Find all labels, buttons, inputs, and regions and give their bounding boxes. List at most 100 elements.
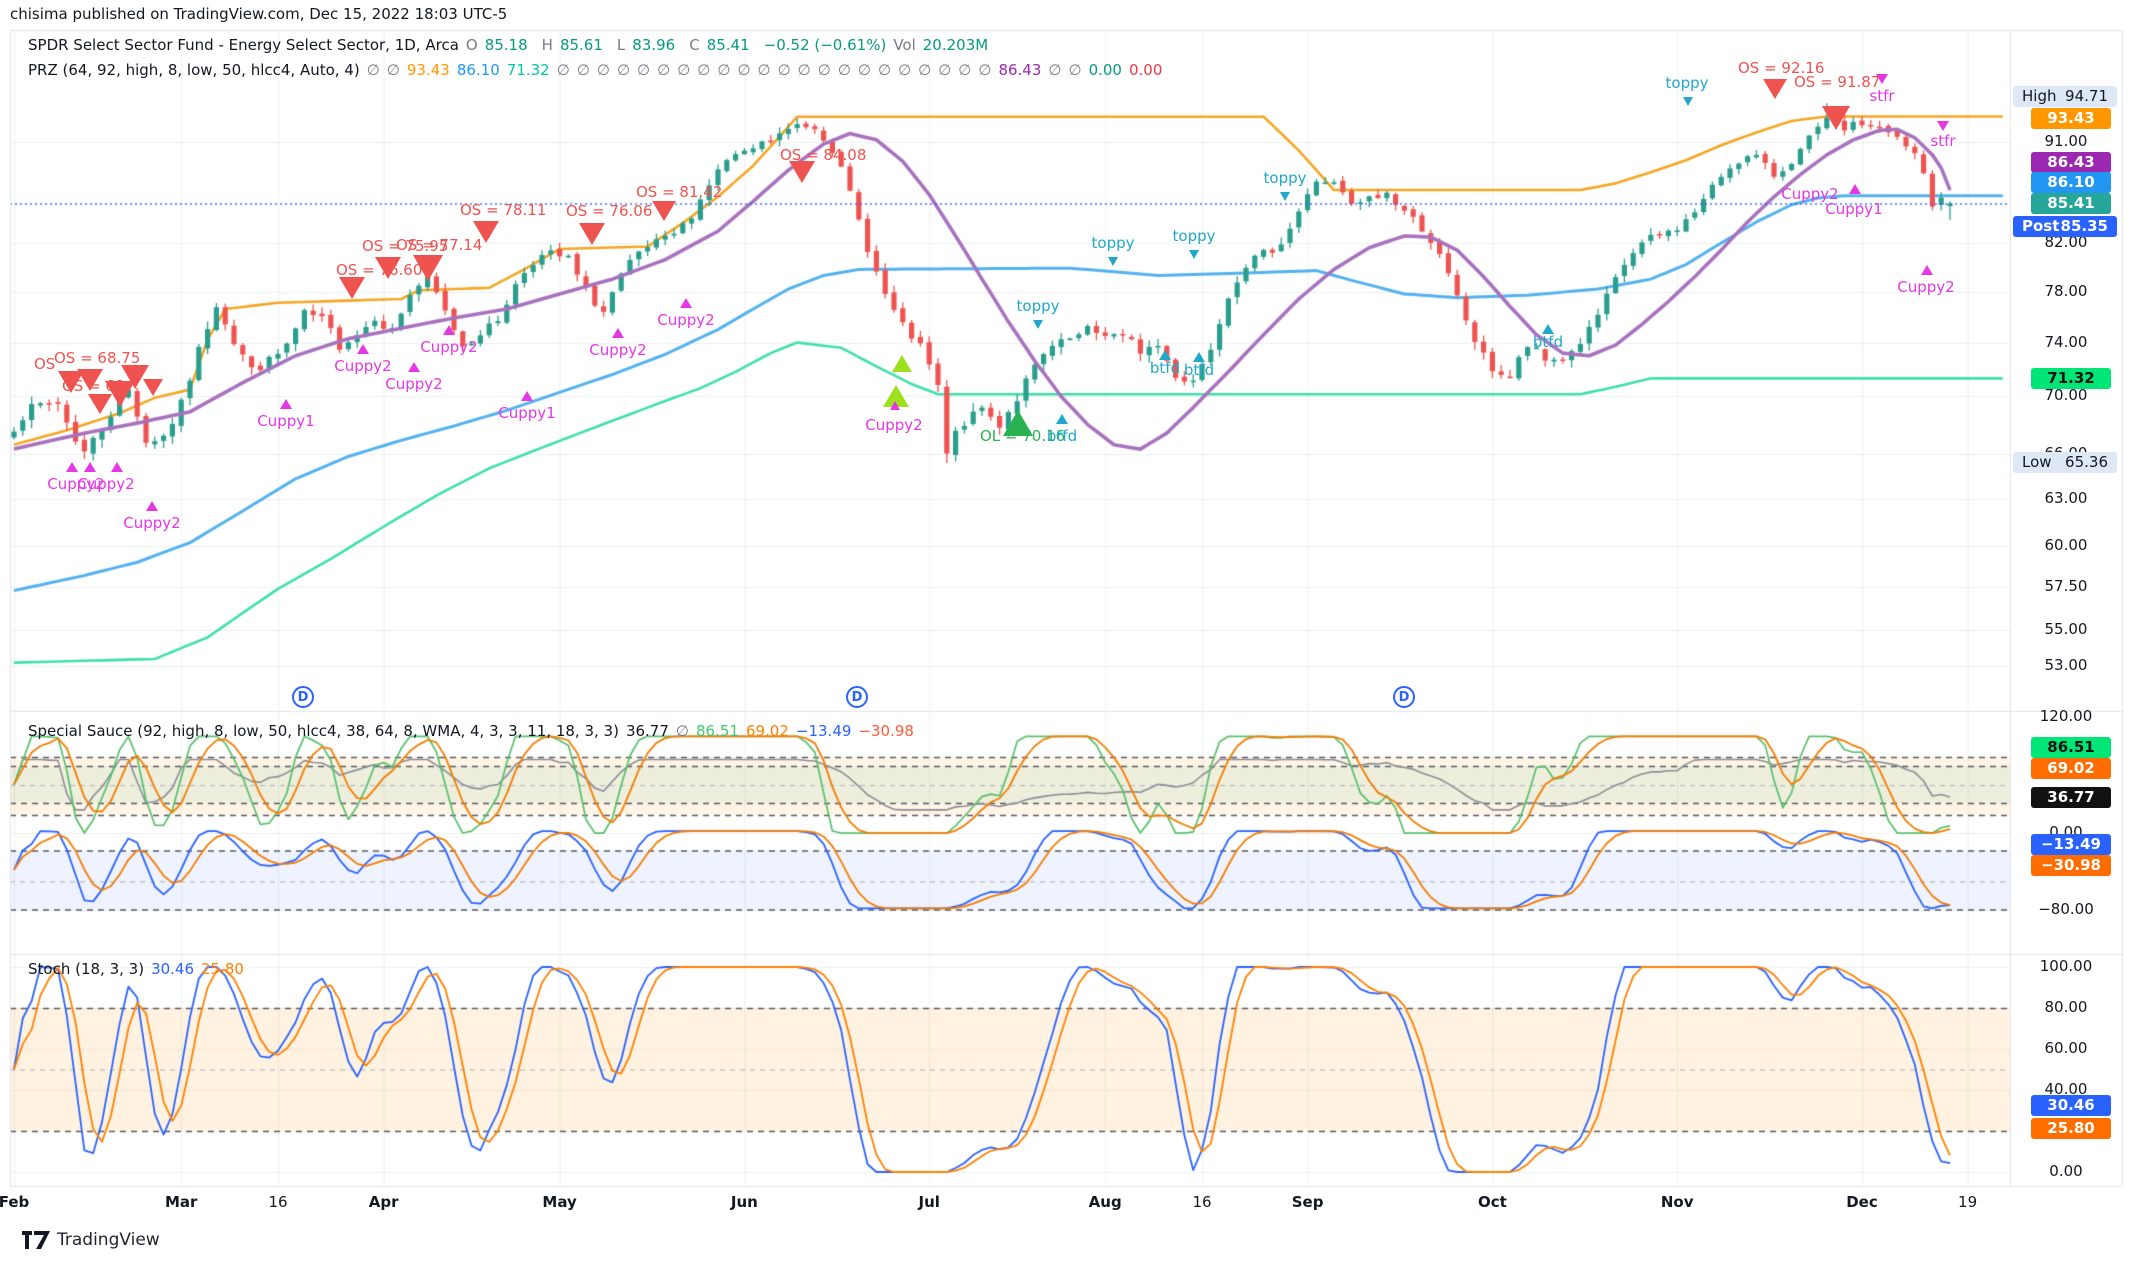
stfr-label: stfr [1930, 132, 1956, 150]
cuppy2-label: Cuppy2 [420, 338, 478, 356]
toppy-label: toppy [1665, 74, 1709, 92]
cuppy2-label: Cuppy2 [589, 341, 647, 359]
tradingview-logo-text: TradingView [57, 1230, 160, 1250]
prz-empty-value: ∅ [898, 61, 912, 79]
price-badge: 71.32 [2031, 367, 2111, 389]
price-tick: 74.00 [2044, 332, 2088, 351]
price-tick: 91.00 [2044, 132, 2088, 150]
os-signal-label: OS [34, 355, 56, 373]
time-tick-oct: Oct [1477, 1193, 1507, 1211]
prz-empty-value: ∅ [576, 61, 590, 79]
time-tick-aug: Aug [1088, 1193, 1122, 1211]
down-triangle-marker [413, 255, 443, 281]
prz-empty-value: ∅ [616, 61, 631, 79]
ohlc-c-value: C 85.41 [689, 36, 750, 54]
down-triangle-marker [1763, 79, 1787, 99]
down-triangle-marker [1682, 97, 1693, 106]
change-value: −0.52 (−0.61%) [763, 36, 887, 54]
cuppy2-label: Cuppy2 [865, 416, 923, 434]
pane3-tick: 60.00 [2044, 1039, 2088, 1057]
down-triangle-marker [77, 369, 103, 391]
up-triangle-marker [66, 462, 78, 472]
down-triangle-marker [579, 223, 605, 245]
os-signal-label: OS = 76.06 [566, 202, 653, 220]
prz-empty-value: ∅ [697, 61, 711, 79]
price-tick: 53.00 [2044, 656, 2088, 675]
toppy-label: toppy [1263, 169, 1307, 187]
price-tick: 82.00 [2044, 233, 2088, 251]
prz-empty-value: ∅ [918, 61, 932, 79]
up-triangle-marker [1542, 324, 1554, 334]
price-tick: 78.00 [2044, 281, 2088, 300]
time-tick-may: May [542, 1193, 577, 1211]
symbol-legend[interactable]: SPDR Select Sector Fund - Energy Select … [28, 36, 1002, 54]
prz-value: 0.00 [1128, 61, 1163, 79]
down-triangle-marker [1279, 192, 1290, 201]
symbol-title: SPDR Select Sector Fund - Energy Select … [28, 36, 459, 54]
stoch-value: 30.46 [151, 960, 195, 978]
prz-empty-value: ∅ [737, 61, 751, 79]
os-signal-label: OS = 78.11 [460, 201, 547, 219]
price-badge: −30.98 [2031, 855, 2111, 877]
prz-empty-value: ∅ [817, 61, 831, 79]
down-triangle-marker [1937, 121, 1949, 131]
prz-value: ∅ [386, 61, 400, 79]
cuppy2-label: Cuppy2 [123, 514, 181, 532]
down-triangle-marker [143, 379, 163, 396]
prz-legend[interactable]: PRZ (64, 92, high, 8, low, 50, hlcc4, Au… [28, 61, 1176, 79]
ohlc-l-value: L 83.96 [616, 36, 676, 54]
prz-value: ∅ [366, 61, 380, 79]
down-triangle-marker [1876, 74, 1888, 84]
time-tick-mar: Mar [164, 1193, 198, 1211]
stfr-label: stfr [1869, 87, 1895, 105]
price-badge: 86.43 [2031, 152, 2111, 174]
up-triangle-marker [1159, 350, 1171, 360]
price-badge: 86.10 [2031, 172, 2111, 194]
dividend-marker: D [846, 686, 868, 708]
price-badge: 25.80 [2031, 1117, 2111, 1139]
cuppy2-label: Cuppy2 [1781, 185, 1839, 203]
os-signal-label: OS = 76.60 [336, 261, 423, 279]
down-triangle-marker [789, 161, 815, 183]
special-sauce-value: −13.49 [795, 722, 852, 740]
prz-value: 0.00 [1088, 61, 1122, 79]
up-triangle-marker [1849, 184, 1861, 194]
tradingview-logo[interactable]: TradingView [22, 1230, 160, 1250]
down-triangle-marker [1188, 250, 1199, 259]
up-triangle-marker [892, 355, 912, 372]
price-badge: 36.77 [2031, 786, 2111, 808]
stoch-value: 25.80 [201, 960, 244, 978]
price-badge: 30.46 [2031, 1095, 2111, 1117]
prz-empty-value: ∅ [677, 61, 691, 79]
stoch-legend[interactable]: Stoch (18, 3, 3) 30.46 25.80 [28, 960, 258, 978]
prz-value: 86.43 [998, 61, 1042, 79]
ohlc-h-value: H 85.61 [541, 36, 603, 54]
prz-empty-value: ∅ [657, 61, 671, 79]
up-triangle-marker [146, 501, 158, 511]
ol-70-16-label: OL = 70.16 [980, 427, 1066, 445]
prz-empty-value: ∅ [757, 61, 771, 79]
price-badge: 69.02 [2031, 757, 2111, 779]
low-price-badge: Low 65.36 [2013, 452, 2117, 474]
prz-empty-value: ∅ [938, 61, 952, 79]
cuppy2-label: Cuppy2 [77, 475, 135, 493]
time-tick-jul: Jul [918, 1193, 940, 1211]
os-signal-label: OS = 81.42 [636, 183, 723, 201]
up-triangle-marker [1193, 352, 1205, 362]
special-sauce-value: 86.51 [695, 722, 739, 740]
special-sauce-legend[interactable]: Special Sauce (92, high, 8, low, 50, hlc… [28, 722, 928, 740]
time-tick-19: 19 [1958, 1193, 1978, 1211]
up-triangle-marker [280, 399, 292, 409]
os-signal-label: OS = 68.75 [54, 349, 141, 367]
prz-title: PRZ (64, 92, high, 8, low, 50, hlcc4, Au… [28, 61, 360, 79]
prz-empty-value: ∅ [797, 61, 811, 79]
special-sauce-value: ∅ [675, 722, 689, 740]
volume-label: Vol [893, 36, 916, 54]
toppy-label: toppy [1172, 227, 1216, 245]
prz-empty-value: ∅ [857, 61, 871, 79]
price-tick: 63.00 [2044, 488, 2088, 507]
volume-value: 20.203M [922, 36, 989, 54]
pane2-tick: −80.00 [2038, 900, 2094, 919]
